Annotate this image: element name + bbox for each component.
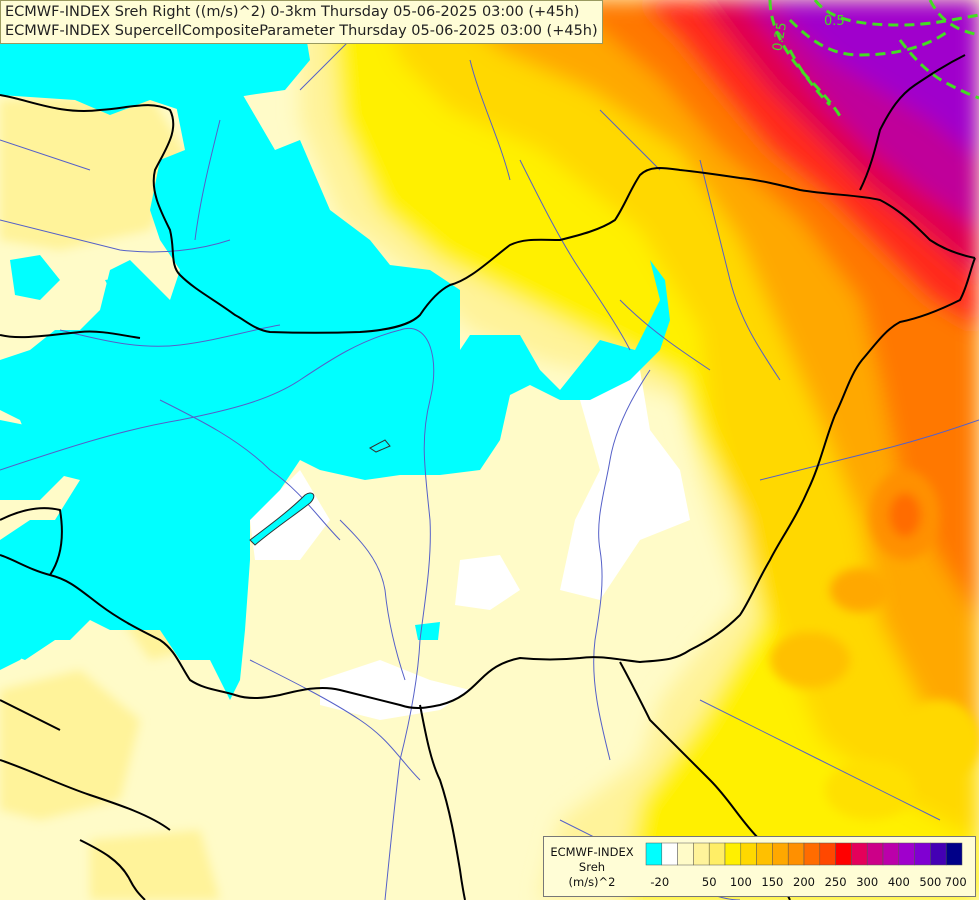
legend-swatch bbox=[819, 842, 836, 866]
legend-caption-line-2: Sreh bbox=[578, 860, 606, 874]
lake-outline bbox=[249, 492, 315, 546]
legend-swatch bbox=[787, 842, 805, 866]
legend-swatch bbox=[898, 842, 915, 866]
contour-label-0-5: 0.5 bbox=[824, 14, 845, 29]
legend-caption-line-1: ECMWF-INDEX bbox=[550, 845, 634, 859]
legend-swatch bbox=[866, 842, 884, 866]
legend-tick-label: -20 bbox=[650, 875, 669, 889]
legend-swatch bbox=[930, 842, 947, 866]
map-title-box: ECMWF-INDEX Sreh Right ((m/s)^2) 0-3km T… bbox=[0, 0, 603, 44]
sreh-field-pockets bbox=[770, 470, 979, 820]
legend-swatch bbox=[851, 842, 868, 866]
country-borders bbox=[0, 54, 976, 900]
legend-swatch bbox=[661, 842, 678, 866]
legend-caption: ECMWF-INDEX Sreh (m/s)^2 bbox=[546, 845, 638, 890]
legend-caption-line-3: (m/s)^2 bbox=[568, 875, 616, 889]
lake-outline-small bbox=[369, 439, 391, 453]
legend-tick-label: 150 bbox=[761, 875, 783, 889]
legend-swatch bbox=[645, 842, 663, 866]
contour-label-0-25: 0.25 bbox=[770, 21, 790, 52]
legend-tick-label: 50 bbox=[702, 875, 717, 889]
legend-swatch bbox=[740, 842, 757, 866]
map-title-sreh: ECMWF-INDEX Sreh Right ((m/s)^2) 0-3km T… bbox=[5, 4, 580, 20]
legend-swatch bbox=[772, 842, 789, 866]
legend-swatch bbox=[677, 842, 694, 866]
legend-swatch bbox=[914, 842, 931, 866]
legend-swatch bbox=[945, 842, 963, 866]
color-legend: ECMWF-INDEX Sreh (m/s)^2 -20 50 100 150 200 2… bbox=[543, 836, 976, 897]
legend-swatch bbox=[756, 842, 773, 866]
legend-swatch bbox=[835, 842, 852, 866]
scp-contours bbox=[768, 0, 979, 121]
legend-swatch bbox=[803, 842, 821, 866]
map-title-scp: ECMWF-INDEX SupercellCompositeParameter … bbox=[5, 23, 598, 39]
legend-tick-label: 200 bbox=[793, 875, 815, 889]
legend-tick-label: 400 bbox=[888, 875, 910, 889]
legend-swatch bbox=[693, 842, 710, 866]
legend-tick-label: 700 bbox=[945, 875, 967, 889]
legend-tick-label: 300 bbox=[856, 875, 878, 889]
legend-swatch bbox=[708, 842, 726, 866]
legend-tick-label: 100 bbox=[730, 875, 752, 889]
legend-swatch bbox=[882, 842, 900, 866]
legend-color-scale: -20 50 100 150 200 250 300 400 500 700 bbox=[645, 842, 967, 889]
legend-swatch bbox=[724, 842, 742, 866]
legend-tick-label: 500 bbox=[919, 875, 941, 889]
sreh-field-light-yellow bbox=[0, 95, 230, 900]
legend-tick-label: 250 bbox=[825, 875, 847, 889]
